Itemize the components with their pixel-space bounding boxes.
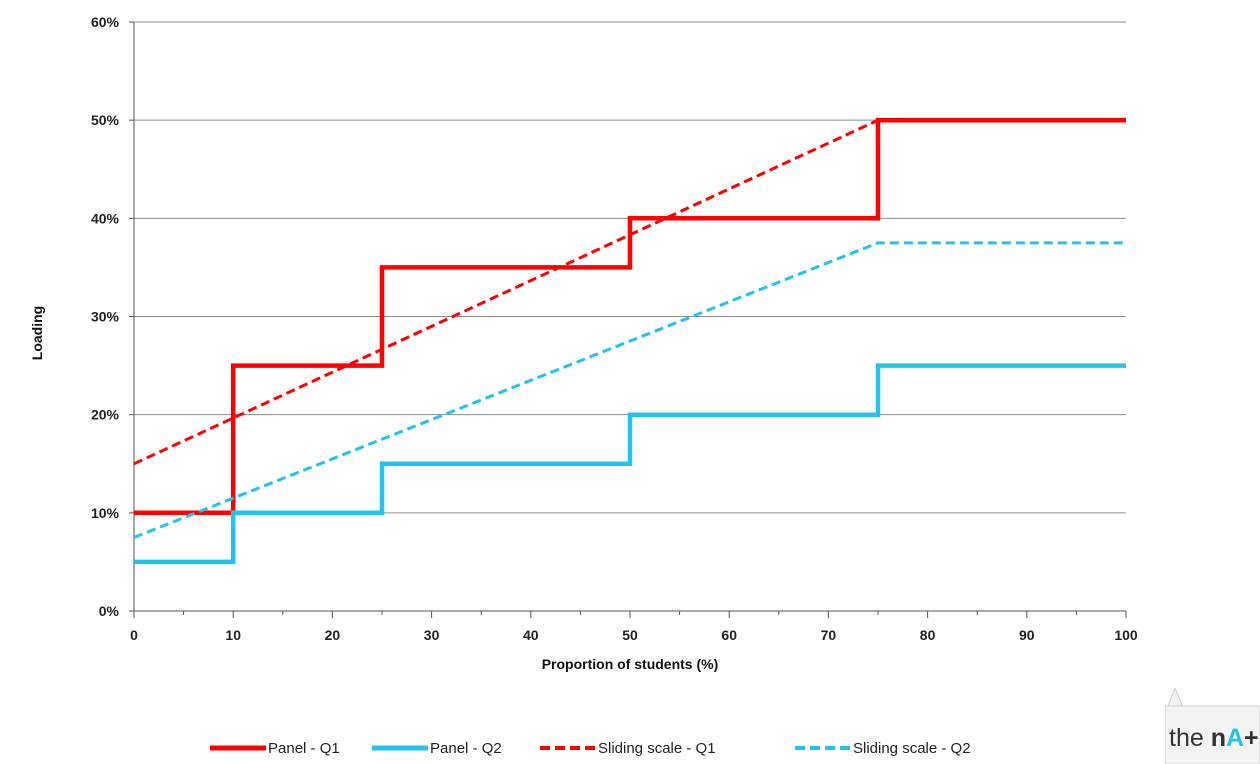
logo-graphic: the nA+iona <box>1165 688 1260 764</box>
y-axis-title: Loading <box>29 306 45 360</box>
legend-label: Sliding scale - Q2 <box>853 740 971 757</box>
x-tick-label: 90 <box>1019 627 1035 643</box>
x-tick-label: 50 <box>622 627 638 643</box>
x-axis-title: Proportion of students (%) <box>542 656 719 672</box>
legend-label: Panel - Q1 <box>268 740 340 757</box>
series-line-1 <box>134 363 1126 565</box>
x-tick-label: 0 <box>130 627 138 643</box>
x-tick-label: 60 <box>721 627 737 643</box>
series-line-3 <box>133 241 1126 539</box>
series-line-0 <box>134 117 1126 516</box>
legend: Panel - Q1 Panel - Q2 Sliding scale - Q1 Sl… <box>210 740 971 757</box>
svg-text:the nA+iona: the nA+iona <box>1169 724 1260 752</box>
x-tick-label: 70 <box>821 627 837 643</box>
legend-label: Panel - Q2 <box>430 740 502 757</box>
y-tick-label: 10% <box>91 505 120 521</box>
x-tick-label: 30 <box>424 627 440 643</box>
brand-logo: the nA+iona <box>1165 688 1260 764</box>
tick-labels: 0% 10% 20% 30% 40% 50% 60% 0 10 20 30 40 50 60 70 80 90 1… <box>91 14 1138 643</box>
series-lines <box>133 117 1126 565</box>
y-tick-label: 30% <box>91 309 120 325</box>
x-tick-label: 20 <box>325 627 341 643</box>
grid-lines <box>134 21 1126 514</box>
x-tick-label: 40 <box>523 627 539 643</box>
x-tick-label: 10 <box>225 627 241 643</box>
y-tick-label: 50% <box>91 112 120 128</box>
y-tick-label: 40% <box>91 210 120 226</box>
legend-label: Sliding scale - Q1 <box>598 740 716 757</box>
y-tick-label: 60% <box>91 14 120 30</box>
series-line-2 <box>133 118 879 466</box>
y-tick-label: 20% <box>91 407 120 423</box>
axes <box>129 21 1127 618</box>
y-tick-label: 0% <box>99 603 120 619</box>
x-tick-label: 100 <box>1114 627 1138 643</box>
x-tick-label: 80 <box>920 627 936 643</box>
